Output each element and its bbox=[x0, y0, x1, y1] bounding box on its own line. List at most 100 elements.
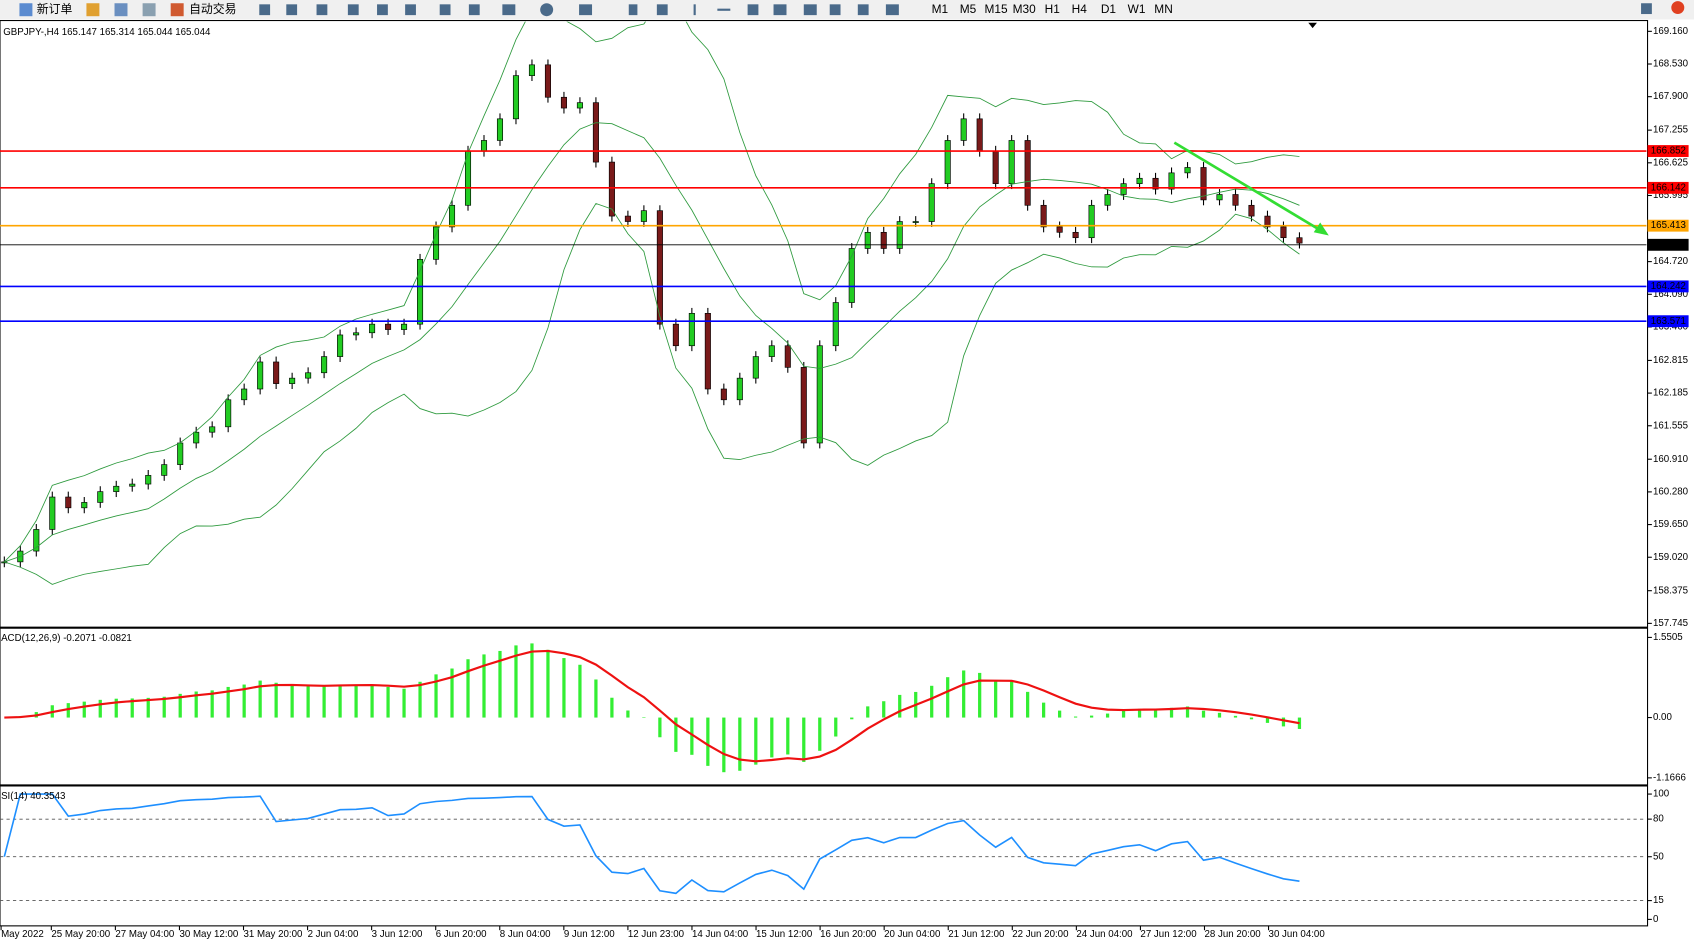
icon[interactable] bbox=[540, 3, 554, 17]
timeframe[interactable]: W1 bbox=[1128, 2, 1146, 16]
macd-bar bbox=[242, 684, 246, 718]
timeframe[interactable]: M1 bbox=[932, 2, 949, 16]
icon[interactable] bbox=[86, 3, 100, 17]
macd-bar bbox=[306, 686, 310, 718]
timeframe[interactable]: MN bbox=[1154, 2, 1172, 16]
candle bbox=[672, 323, 679, 347]
timeframe[interactable]: M15 bbox=[985, 2, 1008, 16]
icon[interactable] bbox=[693, 4, 696, 16]
time-label: 6 Jun 20:00 bbox=[436, 929, 487, 940]
level-label-bg bbox=[1647, 181, 1689, 194]
icon[interactable] bbox=[286, 4, 298, 16]
macd-bar bbox=[1026, 691, 1030, 718]
candle bbox=[401, 323, 408, 330]
candle bbox=[496, 118, 504, 141]
time-label: 20 Jun 04:00 bbox=[884, 929, 941, 940]
level-label: 164.242 bbox=[1651, 281, 1686, 292]
candle bbox=[193, 431, 200, 444]
time-label: 16 Jun 20:00 bbox=[820, 929, 877, 940]
candle bbox=[848, 248, 855, 303]
icon[interactable] bbox=[579, 4, 593, 16]
candle bbox=[960, 118, 967, 141]
candle bbox=[704, 312, 711, 390]
icon[interactable] bbox=[19, 3, 33, 17]
macd-bar bbox=[514, 645, 518, 718]
candle bbox=[864, 231, 871, 249]
candle bbox=[113, 485, 120, 492]
icon[interactable] bbox=[656, 4, 668, 16]
timeframe[interactable]: H4 bbox=[1072, 2, 1088, 16]
candle bbox=[1168, 172, 1175, 190]
icon[interactable] bbox=[377, 4, 388, 16]
alert-icon[interactable] bbox=[1671, 1, 1685, 15]
icon[interactable] bbox=[170, 3, 184, 17]
macd-bar bbox=[274, 682, 278, 718]
candle bbox=[1104, 194, 1111, 206]
candle bbox=[1024, 140, 1031, 206]
macd-bar bbox=[1042, 702, 1046, 718]
timeframe[interactable]: M5 bbox=[960, 2, 977, 16]
macd-bar bbox=[962, 670, 966, 718]
icon[interactable] bbox=[717, 8, 731, 11]
macd-bar bbox=[146, 697, 150, 718]
icon[interactable] bbox=[114, 3, 128, 17]
macd-bar bbox=[562, 658, 566, 718]
macd-bar bbox=[642, 717, 646, 718]
time-label: 15 Jun 12:00 bbox=[756, 929, 813, 940]
time-label: 31 May 20:00 bbox=[244, 929, 303, 940]
icon[interactable] bbox=[502, 4, 516, 16]
price-tick-label: 167.255 bbox=[1653, 125, 1688, 136]
candle bbox=[369, 323, 376, 334]
icon[interactable] bbox=[773, 4, 787, 16]
price-tick-label: 169.160 bbox=[1653, 26, 1689, 37]
macd-bar bbox=[802, 717, 806, 762]
toolbar-bg bbox=[0, 0, 1694, 20]
macd-bar bbox=[482, 654, 486, 718]
candle bbox=[912, 221, 919, 223]
macd-bar bbox=[162, 696, 166, 718]
new-order[interactable]: 新订单 bbox=[37, 2, 73, 16]
time-label: 28 Jun 20:00 bbox=[1204, 929, 1261, 940]
candle bbox=[1280, 226, 1287, 239]
candle bbox=[1200, 167, 1207, 201]
candle bbox=[624, 215, 631, 222]
candle bbox=[880, 231, 887, 249]
macd-bar bbox=[658, 717, 662, 738]
time-label: 24 Jun 04:00 bbox=[1076, 929, 1133, 940]
level-label: 166.142 bbox=[1651, 182, 1686, 193]
candle bbox=[1120, 183, 1127, 195]
timeframe[interactable]: H1 bbox=[1045, 2, 1061, 16]
macd-bar bbox=[1073, 716, 1078, 718]
icon[interactable] bbox=[628, 4, 638, 16]
macd-header: ACD(12,26,9) -0.2071 -0.0821 bbox=[1, 633, 132, 644]
candle bbox=[560, 96, 567, 109]
candle bbox=[656, 210, 663, 325]
macd-bar bbox=[434, 674, 438, 718]
candle bbox=[1232, 194, 1239, 206]
icon[interactable] bbox=[142, 3, 156, 17]
macd-bar bbox=[946, 677, 950, 718]
candle bbox=[257, 361, 264, 390]
candle bbox=[736, 377, 743, 401]
candle bbox=[992, 150, 999, 184]
macd-bar bbox=[866, 706, 870, 718]
macd-bar bbox=[194, 691, 198, 718]
icon[interactable] bbox=[829, 4, 841, 16]
timeframe[interactable]: D1 bbox=[1101, 2, 1117, 16]
icon[interactable] bbox=[885, 4, 899, 16]
icon[interactable] bbox=[405, 4, 416, 16]
icon[interactable] bbox=[1641, 3, 1652, 15]
icon[interactable] bbox=[347, 4, 359, 16]
time-label: 9 Jun 12:00 bbox=[564, 929, 615, 940]
icon[interactable] bbox=[439, 4, 451, 16]
macd-bar bbox=[1121, 710, 1126, 718]
icon[interactable] bbox=[803, 4, 817, 16]
icon[interactable] bbox=[259, 4, 271, 16]
icon[interactable] bbox=[857, 4, 869, 16]
auto-trading[interactable]: 自动交易 bbox=[189, 2, 236, 16]
icon[interactable] bbox=[747, 4, 759, 16]
timeframe[interactable]: M30 bbox=[1013, 2, 1036, 16]
icon[interactable] bbox=[468, 4, 480, 16]
candle bbox=[209, 426, 216, 433]
icon[interactable] bbox=[316, 4, 328, 16]
